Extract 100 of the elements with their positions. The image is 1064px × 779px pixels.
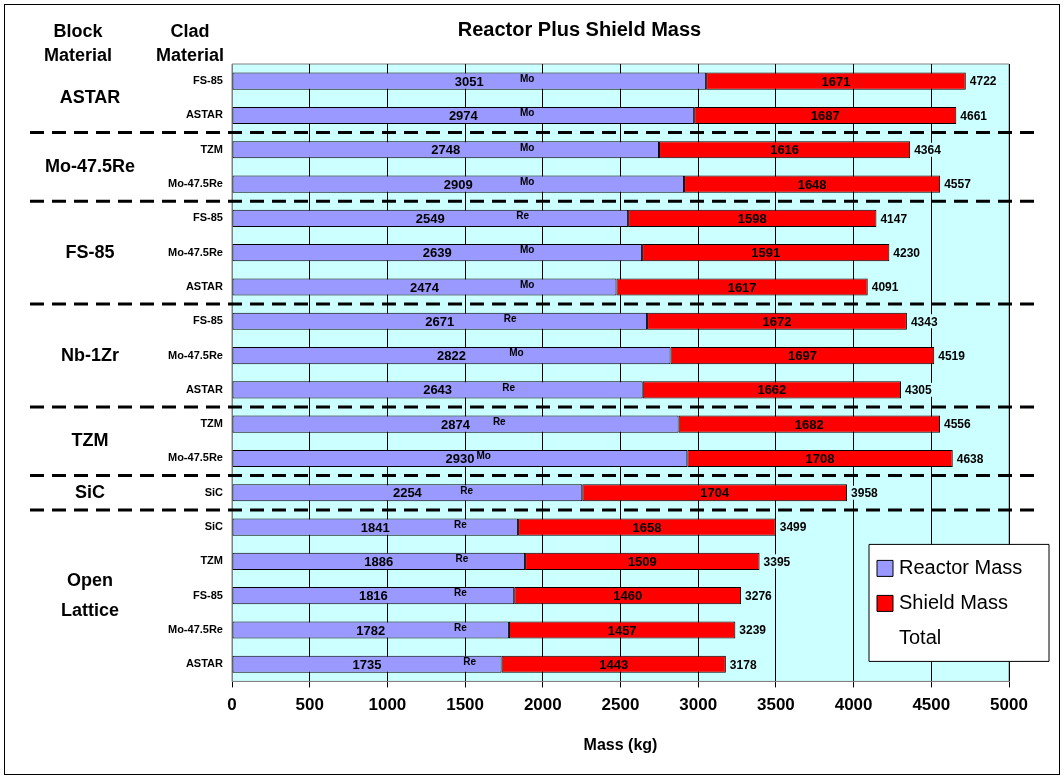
y-tick-label: TZM [200, 417, 223, 430]
y-tick-label: FS-85 [193, 211, 223, 224]
data-label: 1457 [607, 622, 637, 638]
total-label: 4091 [871, 280, 899, 295]
y-tick-label: ASTAR [185, 279, 224, 292]
data-label: 1658 [632, 519, 662, 535]
y-tick-label: Mo-47.5Re [167, 348, 223, 361]
x-tick-label: 4000 [834, 695, 873, 715]
y-tick-label: FS-85 [193, 588, 223, 601]
annotation: Mo [509, 347, 524, 359]
y-tick-label: ASTAR [185, 657, 224, 670]
x-tick-label: 5000 [990, 695, 1028, 715]
data-label: 1616 [770, 142, 800, 158]
data-label: 3051 [454, 73, 484, 89]
x-tick-label: 2000 [523, 695, 562, 715]
total-label: 4147 [880, 211, 908, 226]
annotation: Re [454, 621, 468, 633]
y-tick-label: Mo-47.5Re [167, 177, 223, 190]
text: Mo-47.5Re [44, 155, 136, 176]
data-label: 1671 [821, 73, 851, 89]
data-label: 1672 [762, 313, 792, 329]
total-label: 3958 [851, 486, 879, 501]
total-label: 4556 [944, 417, 972, 432]
y-tick-label: Mo-47.5Re [167, 622, 223, 635]
total-label: 4519 [938, 348, 966, 363]
y-tick-label: TZM [200, 554, 223, 567]
data-label: 1704 [700, 485, 730, 501]
annotation: Total [899, 625, 942, 648]
text: TZM [71, 430, 109, 451]
total-label: 4661 [960, 108, 988, 123]
legend-label: Reactor Mass [899, 555, 1023, 578]
data-label: 2930 [445, 451, 475, 467]
annotation: Mo [520, 141, 535, 153]
y-tick-label: TZM [200, 142, 223, 155]
annotation: Mo [520, 72, 535, 84]
x-tick-label: 500 [295, 695, 324, 715]
annotation: Re [460, 484, 474, 496]
text: Open Lattice [60, 569, 120, 620]
data-label: 1682 [794, 416, 824, 432]
data-label: 1648 [797, 176, 827, 192]
text: Clad Material [155, 20, 225, 65]
data-label: 2909 [443, 176, 473, 192]
annotation: Re [463, 656, 477, 667]
y-tick-label: ASTAR [185, 382, 224, 395]
total-label: 4230 [893, 245, 921, 260]
data-label: 2874 [441, 416, 471, 432]
data-label: 2748 [431, 142, 461, 158]
annotation: Re [503, 313, 517, 324]
text: Block Material [43, 20, 113, 65]
annotation: Re [454, 587, 468, 599]
data-label: 1591 [751, 245, 781, 261]
data-label: 2549 [415, 210, 445, 226]
x-tick-label: 3500 [756, 695, 795, 715]
total-label: 4557 [944, 177, 972, 192]
x-tick-label: 2500 [601, 695, 640, 715]
total-label: 3239 [739, 623, 767, 638]
annotation: Mo [520, 244, 535, 256]
y-tick-label: FS-85 [193, 74, 223, 87]
total-label: 4305 [905, 383, 933, 398]
annotation: Re [516, 210, 530, 222]
y-tick-label: ASTAR [185, 108, 224, 121]
annotation: Re [502, 381, 516, 393]
data-label: 2474 [410, 279, 440, 295]
annotation: Re [454, 518, 468, 530]
x-tick-label: 3000 [679, 695, 718, 715]
total-label: 3499 [779, 520, 807, 535]
legend-label: Shield Mass [899, 590, 1008, 613]
x-tick-label: 0 [227, 695, 237, 715]
total-label: 3178 [729, 657, 757, 672]
data-label: 1443 [599, 656, 629, 672]
total-label: 3395 [763, 554, 791, 569]
annotation: Re [492, 415, 507, 427]
y-tick-label: Mo-47.5Re [167, 245, 223, 258]
data-label: 1841 [360, 519, 390, 535]
data-label: 1735 [352, 656, 382, 672]
data-label: 2671 [425, 313, 455, 329]
annotation: Mo [476, 450, 491, 462]
data-label: 2254 [392, 485, 423, 501]
annotation: Mo [520, 107, 535, 119]
total-label: 4364 [914, 143, 942, 158]
text: FS-85 [65, 241, 115, 262]
text: ASTAR [59, 87, 121, 108]
data-label: 1782 [356, 622, 386, 638]
y-tick-label: SiC [204, 485, 224, 498]
data-label: 2639 [422, 245, 452, 261]
data-label: 1598 [737, 210, 767, 226]
total-label: 4343 [910, 314, 938, 329]
x-tick-label: 1000 [368, 695, 407, 715]
data-label: 1662 [757, 382, 787, 398]
y-tick-label: FS-85 [193, 314, 223, 327]
data-label: 2822 [437, 348, 466, 364]
data-label: 1509 [627, 553, 657, 569]
chart-title: Reactor Plus Shield Mass [457, 17, 702, 40]
annotation: Re [455, 553, 469, 565]
data-label: 1697 [787, 348, 817, 364]
x-tick-label: 4500 [912, 695, 951, 715]
data-label: 1816 [358, 588, 388, 604]
text: Nb-1Zr [61, 344, 119, 365]
total-label: 4722 [969, 74, 997, 89]
y-tick-label: SiC [204, 520, 224, 533]
